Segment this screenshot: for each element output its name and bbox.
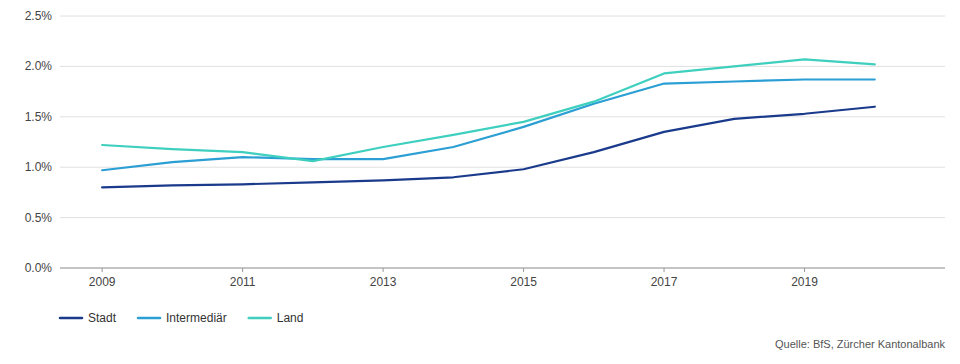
- legend-swatch: [249, 317, 271, 320]
- legend-label: Land: [277, 311, 304, 325]
- y-tick-label: 2.5%: [25, 9, 53, 23]
- grid-line: [60, 217, 945, 218]
- legend-swatch: [138, 317, 160, 320]
- series-line: [102, 107, 875, 188]
- legend-swatch: [60, 317, 82, 320]
- x-tick-label: 2011: [230, 275, 256, 289]
- x-tick-label: 2009: [89, 275, 116, 289]
- grid-line: [60, 167, 945, 168]
- y-tick-label: 1.0%: [25, 160, 53, 174]
- y-tick-label: 0.5%: [25, 211, 53, 225]
- x-tick: [804, 268, 805, 272]
- source-note: Quelle: BfS, Zürcher Kantonalbank: [775, 338, 945, 350]
- x-axis-line: [60, 268, 945, 269]
- legend-label: Stadt: [88, 311, 117, 325]
- series-lines: [102, 59, 875, 187]
- chart: 0.0% 0.5% 1.0% 1.5% 2.0% 2.5% 2009 2011 2013 2015…: [0, 0, 960, 364]
- grid-line: [60, 268, 945, 269]
- y-grid: [60, 16, 945, 268]
- legend-label: Intermediär: [166, 311, 227, 325]
- y-tick-label: 0.0%: [25, 261, 53, 275]
- series-line: [102, 80, 875, 171]
- x-tick: [102, 268, 103, 272]
- x-tick-label: 2013: [370, 275, 397, 289]
- x-tick: [523, 268, 524, 272]
- grid-line: [60, 116, 945, 117]
- x-tick: [383, 268, 384, 272]
- grid-line: [60, 16, 945, 17]
- y-tick-label: 1.5%: [25, 110, 53, 124]
- legend: Stadt Intermediär Land: [60, 311, 303, 325]
- x-tick: [242, 268, 243, 272]
- x-tick-label: 2017: [651, 275, 678, 289]
- x-tick-label: 2015: [510, 275, 537, 289]
- series-line: [102, 59, 875, 161]
- y-tick-label: 2.0%: [25, 59, 53, 73]
- x-tick-label: 2019: [791, 275, 818, 289]
- grid-line: [60, 66, 945, 67]
- x-tick: [664, 268, 665, 272]
